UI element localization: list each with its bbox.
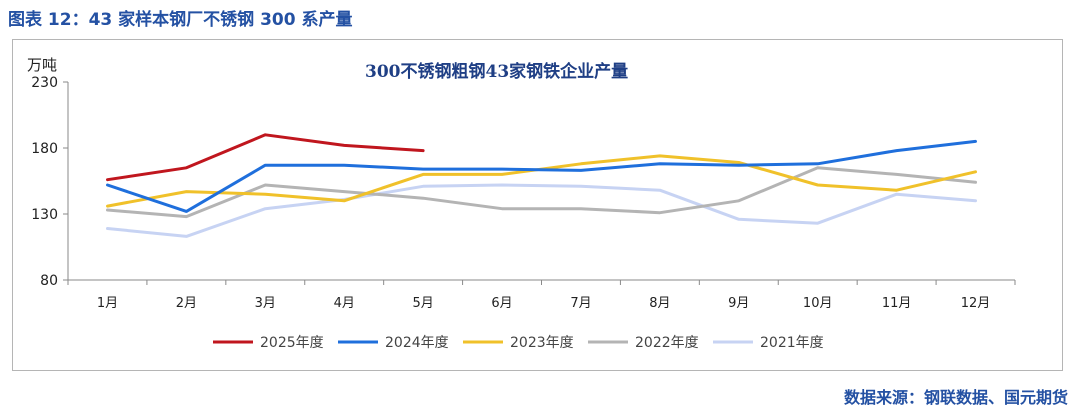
x-tick-label: 8月	[649, 296, 670, 311]
series-lines	[106, 133, 977, 238]
y-axis-unit: 万吨	[27, 56, 58, 74]
y-tick-label: 230	[31, 75, 58, 91]
x-tick-label: 7月	[570, 296, 591, 311]
legend-label: 2021年度	[760, 335, 824, 351]
y-tick-label: 80	[40, 273, 58, 289]
chart-legend: 2025年度 2024年度 2023年度 2022年度 2021年度	[213, 335, 824, 351]
x-tick-labels: 1月 2月 3月 4月 5月 6月 7月 8月 9月 10月 11月 12月	[97, 296, 990, 311]
legend-label: 2025年度	[260, 335, 324, 351]
series-line-2022年度	[106, 166, 977, 219]
x-tick-label: 5月	[412, 296, 433, 311]
y-tick-label: 130	[31, 207, 58, 223]
chart-frame	[12, 39, 1063, 371]
x-tick-label: 11月	[882, 296, 912, 311]
series-line-2025年度	[106, 133, 425, 182]
legend-label: 2023年度	[510, 335, 574, 351]
x-tick-label: 1月	[97, 296, 118, 311]
series-line-2024年度	[106, 139, 977, 213]
legend-label: 2022年度	[635, 335, 699, 351]
x-tick-label: 12月	[961, 296, 991, 311]
chart-title: 300不锈钢粗钢43家钢铁企业产量	[365, 62, 629, 82]
x-tick-label: 10月	[803, 296, 833, 311]
y-tick-label: 180	[31, 141, 58, 157]
chart-axes	[63, 81, 1016, 285]
data-source: 数据来源：钢联数据、国元期货	[843, 388, 1068, 407]
figure-title: 图表 12：43 家样本钢厂不锈钢 300 系产量	[8, 10, 353, 30]
x-tick-label: 6月	[491, 296, 512, 311]
x-tick-label: 9月	[728, 296, 749, 311]
legend-label: 2024年度	[385, 335, 449, 351]
x-tick-label: 4月	[334, 296, 355, 311]
x-tick-label: 3月	[255, 296, 276, 311]
series-line-2021年度	[106, 183, 977, 238]
x-tick-label: 2月	[176, 296, 197, 311]
y-tick-labels: 80 130 180 230	[31, 75, 58, 289]
